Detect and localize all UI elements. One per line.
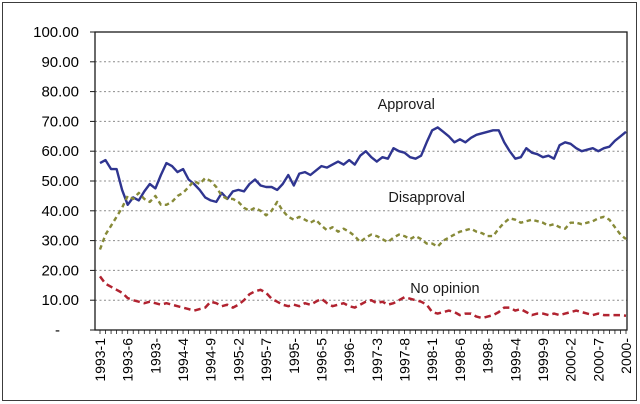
x-axis-label: 1995- [286,338,302,374]
y-axis-label: 70.00 [41,113,79,130]
x-axis-label: 1995-7 [258,338,274,382]
y-axis-label: 80.00 [41,84,79,101]
series-label-no-opinion: No opinion [410,281,479,297]
chart-outer-border [2,2,637,401]
x-axis-label: 1994-9 [203,338,219,382]
x-axis-label: 1995-2 [230,338,246,382]
x-axis-label: 1999-4 [507,338,523,382]
y-axis-label: - [55,322,60,339]
series-line-approval [99,126,627,207]
x-axis-label: 2000-2 [563,338,579,382]
x-axis-label: 1993-6 [120,338,136,382]
series-label-approval: Approval [378,97,435,113]
x-axis-label: 1996-5 [313,338,329,382]
y-axis-label: 10.00 [41,292,79,309]
x-axis-label: 2000-7 [590,338,606,382]
x-axis-label: 1997-3 [369,338,385,382]
y-axis-label: 90.00 [41,54,79,71]
series-line-no-opinion [98,275,627,320]
x-axis-label: 2000- [618,338,634,374]
x-axis-label: 1999-9 [535,338,551,382]
x-axis-label: 1996- [341,338,357,374]
x-axis-label: 1993- [147,338,163,374]
x-axis-label: 1998-1 [424,338,440,382]
x-axis-label: 1993-1 [92,338,108,382]
y-axis-label: 30.00 [41,233,79,250]
y-axis-label: 60.00 [41,143,79,160]
series-line-disapproval [98,176,627,250]
x-axis-label: 1994-4 [175,338,191,382]
y-axis-label: 40.00 [41,203,79,220]
y-axis-label: 20.00 [41,262,79,279]
x-axis-label: 1998-6 [452,338,468,382]
y-axis-label: 100.00 [33,24,79,41]
x-axis-label: 1998- [480,338,496,374]
x-axis-label: 1997-8 [397,338,413,382]
y-axis-label: 50.00 [41,173,79,190]
series-label-disapproval: Disapproval [388,190,465,206]
